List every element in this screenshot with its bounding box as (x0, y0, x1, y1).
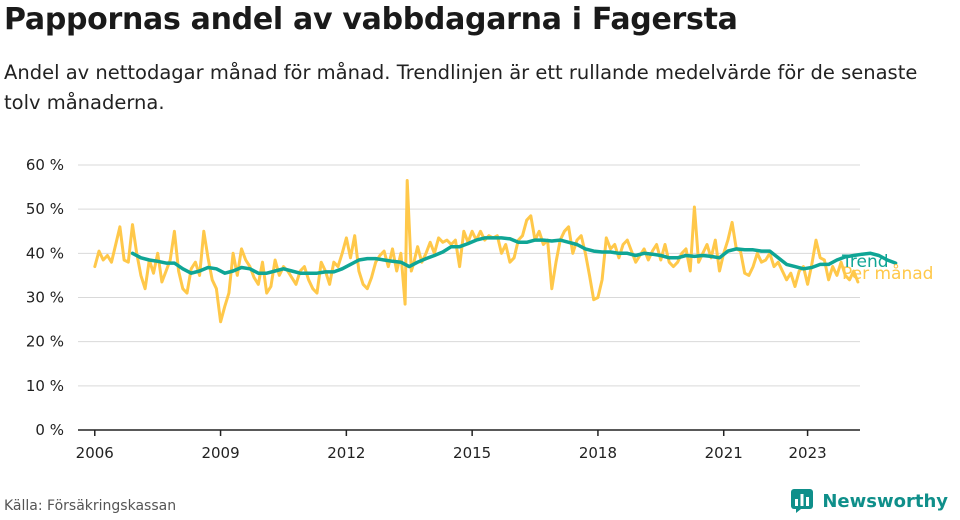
x-tick-label: 2012 (327, 444, 365, 462)
y-tick-label: 60 % (26, 156, 64, 174)
chart-subtitle: Andel av nettodagar månad för månad. Tre… (4, 61, 918, 114)
x-tick-label: 2023 (788, 444, 826, 462)
trend-line (130, 236, 898, 275)
x-tick-label: 2018 (579, 444, 617, 462)
x-tick-label: 2015 (453, 444, 491, 462)
source-note: Källa: Försäkringskassan (4, 498, 177, 514)
x-tick-label: 2006 (76, 444, 114, 462)
chart-title: Pappornas andel av vabbdagarna i Fagerst… (4, 2, 738, 37)
y-tick-label: 50 % (26, 200, 64, 218)
y-tick-label: 0 % (35, 421, 64, 439)
monthly-series-label: Per månad (842, 263, 933, 284)
x-tick-label: 2009 (201, 444, 239, 462)
trend-series-label: Trend (841, 252, 889, 272)
series (93, 179, 898, 324)
newsworthy-logo-icon (791, 489, 814, 513)
y-tick-label: 20 % (26, 333, 64, 351)
gridlines (78, 164, 860, 387)
y-tick-label: 10 % (26, 377, 64, 395)
y-tick-label: 40 % (26, 244, 64, 262)
y-tick-label: 30 % (26, 289, 64, 307)
brand-logo: Newsworthy (790, 488, 948, 514)
axes: 0 % 10 % 20 % 30 % 40 % 50 % 60 % 2006 2009 2012 2… (26, 156, 860, 462)
x-tick-label: 2021 (705, 444, 743, 462)
monthly-line (93, 179, 860, 324)
brand-name: Newsworthy (822, 490, 948, 512)
